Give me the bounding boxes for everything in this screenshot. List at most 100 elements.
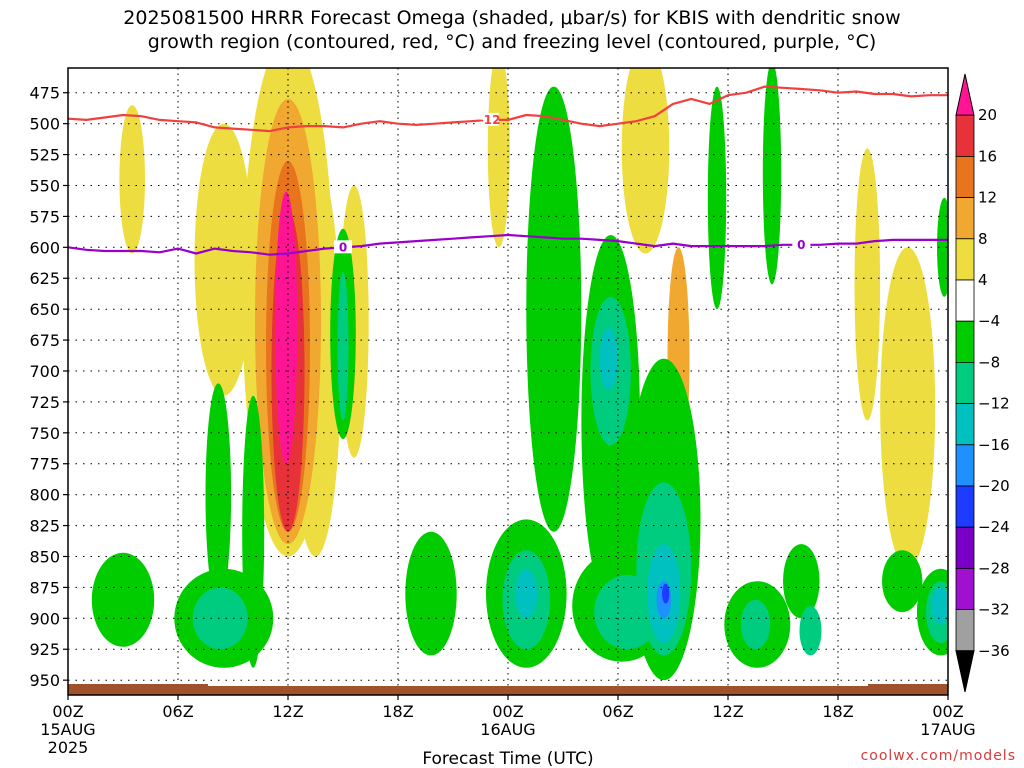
contour-label: 0	[797, 238, 805, 252]
x-tick-label: 12Z	[272, 702, 303, 721]
terrain-band	[68, 686, 948, 695]
terrain-bump	[868, 684, 948, 688]
x-tick-sublabel: 17AUG	[920, 720, 975, 739]
colorbar-bottom-triangle	[955, 650, 975, 693]
x-tick-label: 12Z	[712, 702, 743, 721]
omega-region-level-neg8	[337, 272, 349, 421]
omega-region-level-neg4	[937, 197, 948, 297]
colorbar: 20 16 12 8 4 −4 −8 −12 −16 −20 −24 −28 −32 −36	[955, 73, 1010, 693]
colorbar-top-triangle	[955, 73, 975, 116]
x-tick-label: 06Z	[162, 702, 193, 721]
y-tick-label: 825	[29, 517, 60, 536]
y-tick-label: 650	[29, 300, 60, 319]
y-tick-label: 475	[29, 84, 60, 103]
omega-shading-layer	[91, 68, 948, 681]
y-tick-label: 750	[29, 424, 60, 443]
colorbar-label: −4	[978, 312, 1000, 330]
x-tick-label: 18Z	[822, 702, 853, 721]
x-tick-label: 18Z	[382, 702, 413, 721]
y-tick-label: 525	[29, 146, 60, 165]
colorbar-label: −8	[978, 353, 1000, 371]
credit-text: coolwx.com/models	[861, 748, 1016, 764]
omega-region-level-neg4	[707, 86, 727, 310]
contour-label-bg	[480, 112, 499, 126]
colorbar-label: −28	[978, 559, 1010, 577]
colorbar-label: −20	[978, 477, 1010, 495]
contour-label-bg	[792, 237, 811, 251]
colorbar-swatch	[955, 444, 975, 487]
colorbar-label: −36	[978, 642, 1010, 660]
colorbar-swatch	[955, 197, 975, 240]
omega-region-level-4	[119, 105, 145, 254]
colorbar-swatch	[955, 361, 975, 404]
y-tick-label: 700	[29, 362, 60, 381]
y-tick-label: 800	[29, 486, 60, 505]
colorbar-label: 4	[978, 271, 988, 289]
omega-region-level-neg4	[91, 552, 155, 647]
y-tick-label: 675	[29, 331, 60, 350]
title-line-1: 2025081500 HRRR Forecast Omega (shaded, …	[123, 7, 901, 29]
terrain-layer	[68, 684, 948, 695]
omega-region-level-4	[194, 123, 254, 396]
y-tick-label: 775	[29, 455, 60, 474]
colorbar-label: 8	[978, 230, 988, 248]
colorbar-label: −16	[978, 436, 1010, 454]
omega-region-level-neg8	[192, 587, 248, 650]
y-tick-label: 925	[29, 640, 60, 659]
x-tick-sublabel: 15AUG	[40, 720, 95, 739]
omega-region-level-neg4	[526, 86, 582, 532]
title-line-2: growth region (contoured, red, °C) and f…	[147, 31, 877, 53]
colorbar-swatch	[955, 114, 975, 157]
omega-region-level-neg8	[799, 606, 822, 656]
colorbar-label: 12	[978, 189, 997, 207]
contour-layer: -12 0 0	[68, 85, 948, 256]
omega-region-level-20	[275, 191, 298, 464]
colorbar-label: 16	[978, 147, 997, 165]
y-tick-label: 500	[29, 115, 60, 134]
chart-title: 2025081500 HRRR Forecast Omega (shaded, …	[0, 6, 1024, 54]
y-tick-label: 850	[29, 547, 60, 566]
y-tick-label: 600	[29, 238, 60, 257]
terrain-bump	[68, 684, 208, 688]
omega-region-level-neg4	[783, 544, 820, 619]
contour-label: 0	[339, 240, 347, 254]
grid-lines	[68, 68, 948, 695]
omega-region-level-neg8	[740, 599, 771, 650]
colorbar-label: −12	[978, 395, 1010, 413]
omega-region-level-neg4	[242, 395, 265, 668]
x-tick-label: 00Z	[52, 702, 83, 721]
x-tick-label: 00Z	[492, 702, 523, 721]
colorbar-swatch	[955, 609, 975, 652]
colorbar-swatch	[955, 279, 975, 322]
y-tick-label: 950	[29, 671, 60, 690]
y-tick-label: 625	[29, 269, 60, 288]
y-tick-label: 575	[29, 207, 60, 226]
x-tick-label: 06Z	[602, 702, 633, 721]
omega-region-level-4	[487, 68, 510, 248]
omega-region-level-neg12	[515, 568, 538, 619]
y-tick-label: 900	[29, 609, 60, 628]
omega-region-level-neg4	[882, 550, 923, 613]
colorbar-swatch	[955, 320, 975, 363]
colorbar-swatch	[955, 155, 975, 198]
omega-region-level-4	[621, 68, 670, 254]
colorbar-swatch	[955, 403, 975, 446]
x-tick-year: 2025	[48, 738, 89, 757]
omega-region-level-neg4	[762, 68, 782, 285]
y-tick-label: 875	[29, 578, 60, 597]
y-tick-label: 550	[29, 176, 60, 195]
colorbar-label: −24	[978, 518, 1010, 536]
omega-region-level-neg8	[594, 575, 661, 650]
omega-region-level-4	[854, 148, 881, 421]
x-tick-label: 00Z	[932, 702, 963, 721]
colorbar-swatch	[955, 526, 975, 569]
y-tick-label: 725	[29, 393, 60, 412]
contour-dendritic-growth	[68, 85, 948, 133]
contour-label: -12	[479, 113, 501, 127]
x-axis-label: Forecast Time (UTC)	[422, 749, 593, 768]
omega-region-level-neg4	[405, 531, 457, 656]
colorbar-label: −32	[978, 601, 1010, 619]
omega-region-level-neg12	[599, 327, 618, 390]
